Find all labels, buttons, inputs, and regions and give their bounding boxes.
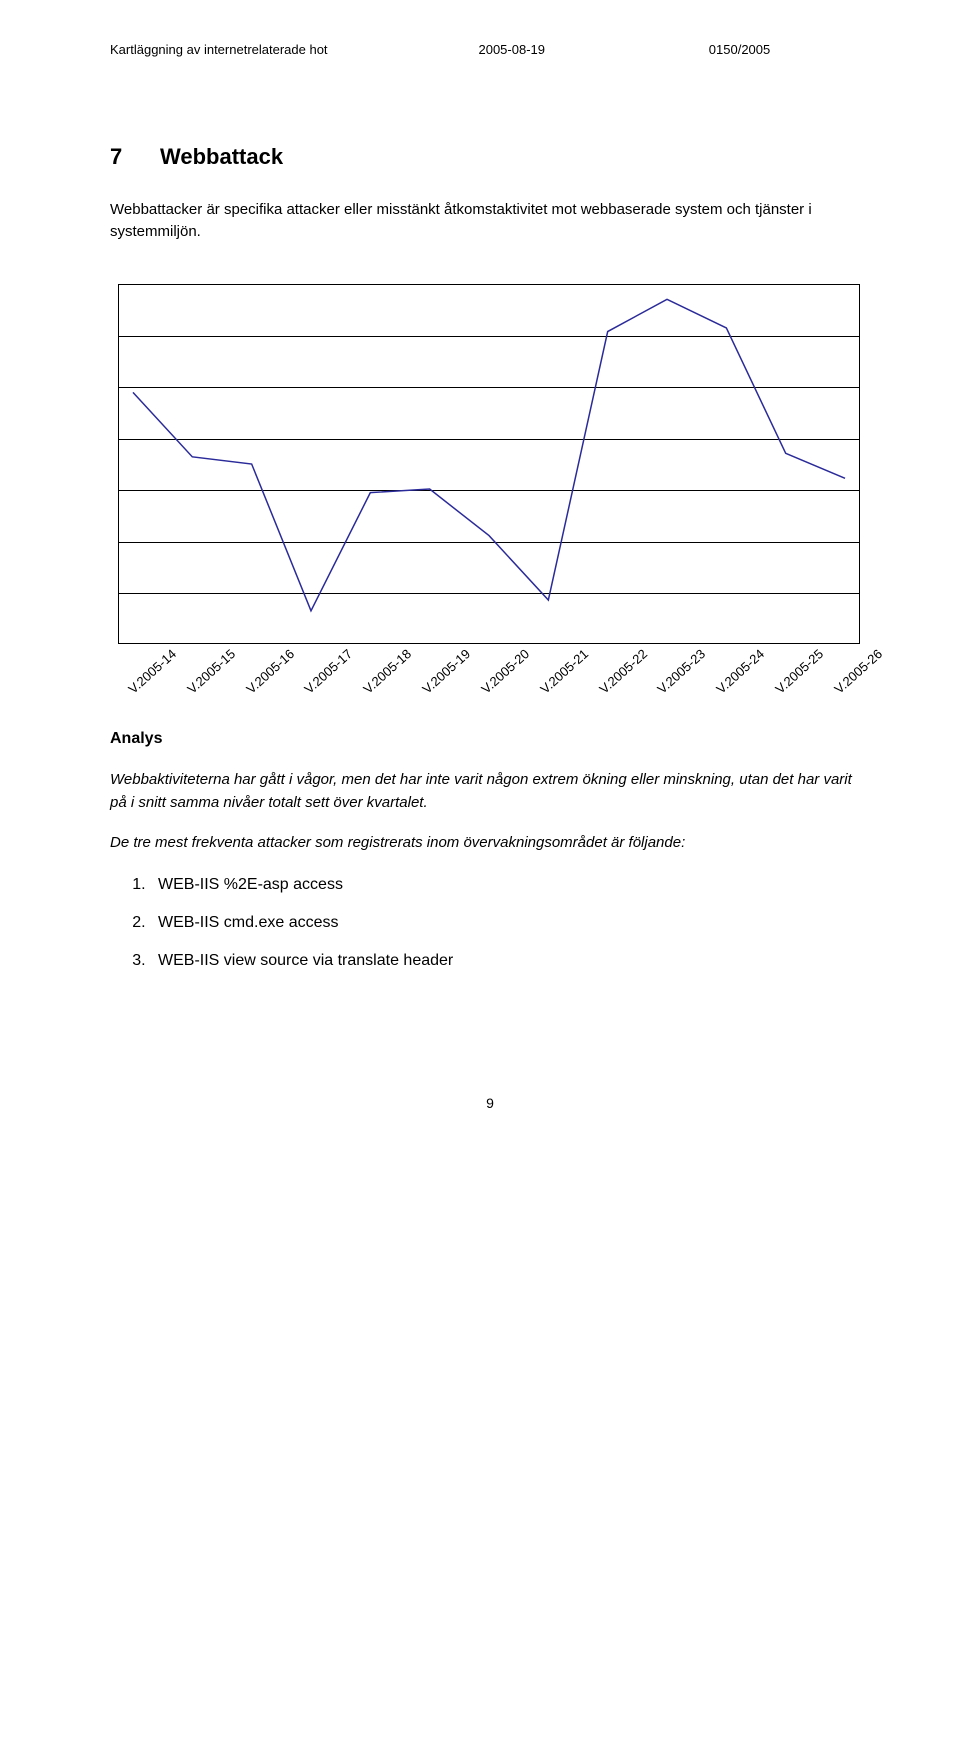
page-number: 9 xyxy=(110,1093,870,1114)
chart-x-label: V.2005-21 xyxy=(536,644,593,698)
analysis-paragraph-1: Webbaktiviteterna har gått i vågor, men … xyxy=(110,769,870,814)
chart-series-line xyxy=(133,299,845,610)
header-title: Kartläggning av internetrelaterade hot xyxy=(110,40,478,60)
section-heading: 7Webbattack xyxy=(110,140,870,173)
section-title-text: Webbattack xyxy=(160,144,283,169)
attack-list: WEB-IIS %2E-asp access WEB-IIS cmd.exe ac… xyxy=(150,873,870,973)
chart-line-svg xyxy=(119,285,859,643)
chart-x-label: V.2005-18 xyxy=(359,644,416,698)
header-date: 2005-08-19 xyxy=(478,40,708,60)
chart-x-label: V.2005-19 xyxy=(418,644,475,698)
chart-x-label: V.2005-23 xyxy=(653,644,710,698)
chart-x-label: V.2005-24 xyxy=(712,644,769,698)
attack-list-item: WEB-IIS %2E-asp access xyxy=(150,873,870,897)
chart-x-label: V.2005-15 xyxy=(183,644,240,698)
attack-list-item: WEB-IIS view source via translate header xyxy=(150,949,870,973)
chart-x-label: V.2005-16 xyxy=(242,644,299,698)
document-header: Kartläggning av internetrelaterade hot 2… xyxy=(110,40,870,60)
webattack-chart: V.2005-14V.2005-15V.2005-16V.2005-17V.20… xyxy=(118,284,870,668)
analysis-paragraph-2: De tre mest frekventa attacker som regis… xyxy=(110,832,870,855)
attack-list-item: WEB-IIS cmd.exe access xyxy=(150,911,870,935)
chart-x-label: V.2005-20 xyxy=(477,644,534,698)
chart-x-label: V.2005-26 xyxy=(830,644,887,698)
section-number: 7 xyxy=(110,140,160,173)
chart-x-label: V.2005-25 xyxy=(771,644,828,698)
chart-x-label: V.2005-22 xyxy=(595,644,652,698)
header-ref: 0150/2005 xyxy=(709,40,870,60)
chart-x-label: V.2005-17 xyxy=(300,644,357,698)
chart-x-label: V.2005-14 xyxy=(124,644,181,698)
analysis-heading: Analys xyxy=(110,727,870,751)
chart-plot-area xyxy=(118,284,860,644)
section-intro: Webbattacker är specifika attacker eller… xyxy=(110,199,870,244)
chart-x-axis-labels: V.2005-14V.2005-15V.2005-16V.2005-17V.20… xyxy=(118,648,860,668)
